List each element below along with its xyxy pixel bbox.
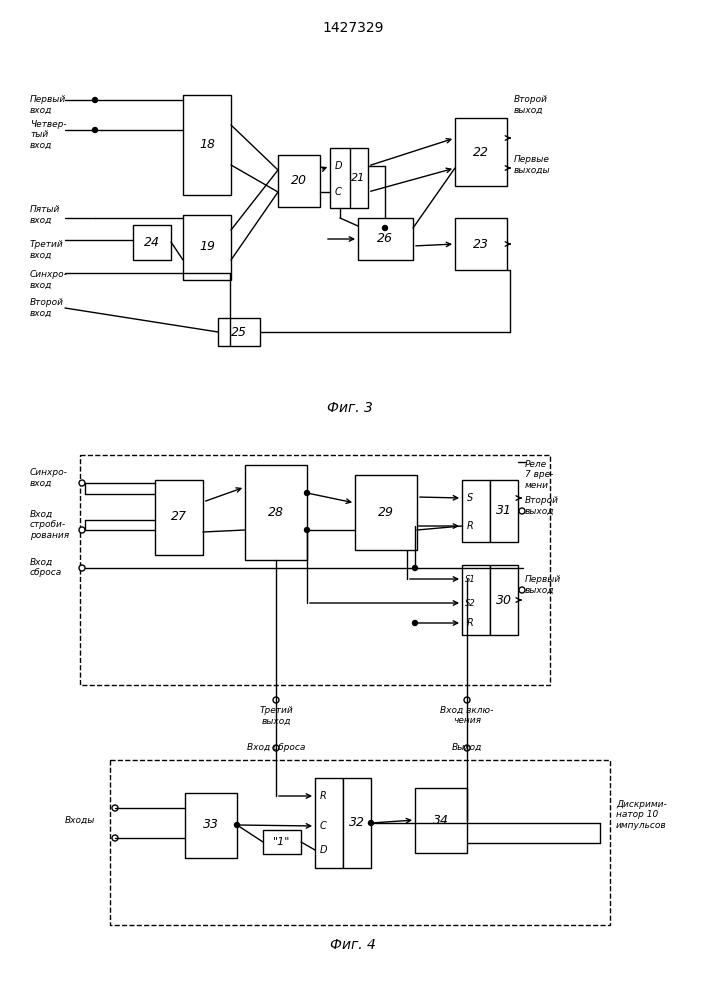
Circle shape: [519, 587, 525, 593]
Circle shape: [412, 620, 418, 626]
Bar: [80, 455, 550, 685]
Circle shape: [273, 745, 279, 751]
Text: Дискрими-
натор 10
импульсов: Дискрими- натор 10 импульсов: [616, 800, 667, 830]
Text: 20: 20: [291, 174, 307, 188]
Bar: [462, 565, 490, 635]
Bar: [185, 793, 237, 858]
Text: Вход
строби-
рования: Вход строби- рования: [30, 510, 69, 540]
Bar: [455, 118, 507, 186]
Bar: [278, 155, 320, 207]
Text: 28: 28: [268, 506, 284, 518]
Text: 26: 26: [377, 232, 393, 245]
Bar: [315, 778, 343, 868]
Bar: [455, 218, 507, 270]
Circle shape: [93, 98, 98, 103]
Circle shape: [79, 527, 85, 533]
Text: Третий
вход: Третий вход: [30, 240, 64, 259]
Text: C: C: [334, 187, 341, 197]
Bar: [355, 475, 417, 550]
Text: Вход сброса: Вход сброса: [247, 743, 305, 752]
Text: Реле
7 вре-
мени: Реле 7 вре- мени: [525, 460, 554, 490]
Text: S: S: [467, 493, 473, 503]
Circle shape: [305, 490, 310, 495]
Bar: [263, 830, 301, 854]
Text: 25: 25: [231, 326, 247, 338]
Text: S1: S1: [464, 574, 475, 584]
Bar: [490, 480, 518, 542]
Circle shape: [305, 528, 310, 532]
Circle shape: [273, 697, 279, 703]
Text: Синхро-
вход: Синхро- вход: [30, 270, 68, 289]
Bar: [110, 760, 610, 925]
Text: Синхро-
вход: Синхро- вход: [30, 468, 68, 487]
Text: 18: 18: [199, 138, 215, 151]
Text: Четвер-
тый
вход: Четвер- тый вход: [30, 120, 66, 150]
Text: 24: 24: [144, 235, 160, 248]
Text: R: R: [320, 791, 327, 801]
Bar: [358, 218, 413, 260]
Bar: [330, 148, 368, 208]
Text: D: D: [320, 845, 327, 855]
Text: Второй
выход: Второй выход: [514, 95, 548, 114]
Bar: [343, 778, 371, 868]
Text: D: D: [334, 161, 341, 171]
Bar: [218, 318, 260, 346]
Text: 19: 19: [199, 240, 215, 253]
Circle shape: [79, 480, 85, 486]
Text: C: C: [320, 821, 327, 831]
Circle shape: [235, 822, 240, 828]
Bar: [133, 225, 171, 260]
Bar: [415, 788, 467, 853]
Text: R: R: [467, 521, 474, 531]
Text: Фиг. 3: Фиг. 3: [327, 401, 373, 415]
Text: 34: 34: [433, 814, 449, 826]
Circle shape: [412, 566, 418, 570]
Text: Второй
выход: Второй выход: [525, 496, 559, 515]
Text: 1427329: 1427329: [322, 21, 384, 35]
Text: Третий
выход: Третий выход: [259, 706, 293, 725]
Text: Вход
сброса: Вход сброса: [30, 558, 62, 577]
Text: 23: 23: [473, 237, 489, 250]
Text: 30: 30: [496, 593, 512, 606]
Text: 31: 31: [496, 504, 512, 518]
Bar: [183, 215, 231, 280]
Circle shape: [464, 745, 470, 751]
Text: 29: 29: [378, 506, 394, 518]
Circle shape: [112, 805, 118, 811]
Text: Первые
выходы: Первые выходы: [514, 155, 551, 174]
Text: 33: 33: [203, 818, 219, 832]
Text: Входы: Входы: [65, 816, 95, 824]
Bar: [245, 465, 307, 560]
Text: Выход: Выход: [452, 743, 482, 752]
Text: 27: 27: [171, 510, 187, 524]
Text: Второй
вход: Второй вход: [30, 298, 64, 317]
Circle shape: [368, 820, 373, 826]
Circle shape: [464, 697, 470, 703]
Text: S2: S2: [464, 598, 475, 607]
Circle shape: [382, 226, 387, 231]
Text: Первый
вход: Первый вход: [30, 95, 66, 114]
Text: 22: 22: [473, 145, 489, 158]
Text: Первый
выход: Первый выход: [525, 575, 561, 594]
Text: Пятый
вход: Пятый вход: [30, 205, 60, 224]
Bar: [490, 565, 518, 635]
Text: "1": "1": [274, 837, 291, 847]
Bar: [462, 480, 490, 542]
Text: Фиг. 4: Фиг. 4: [330, 938, 376, 952]
Text: 21: 21: [351, 173, 365, 183]
Circle shape: [93, 127, 98, 132]
Circle shape: [112, 835, 118, 841]
Bar: [155, 480, 203, 555]
Circle shape: [519, 508, 525, 514]
Circle shape: [79, 565, 85, 571]
Text: Вход вклю-
чения: Вход вклю- чения: [440, 706, 493, 725]
Text: R: R: [467, 618, 474, 628]
Bar: [183, 95, 231, 195]
Text: 32: 32: [349, 816, 365, 830]
